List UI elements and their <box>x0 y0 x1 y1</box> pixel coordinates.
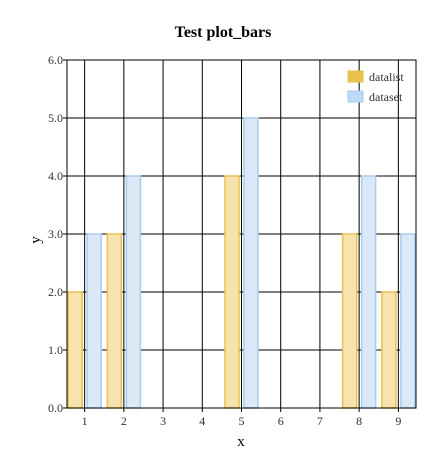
y-tick-label: 0.0 <box>48 401 63 415</box>
x-tick-label: 7 <box>317 414 323 428</box>
y-tick-label: 2.0 <box>48 285 63 299</box>
bars <box>67 117 416 409</box>
x-tick-label: 4 <box>199 414 205 428</box>
x-tick-label: 2 <box>121 414 127 428</box>
x-tick-label: 9 <box>395 414 401 428</box>
legend-label-dataset: dataset <box>369 90 403 104</box>
y-tick-label: 1.0 <box>48 343 63 357</box>
bar-dataset <box>125 175 142 409</box>
y-tick-label: 4.0 <box>48 169 63 183</box>
y-tick-label: 5.0 <box>48 111 63 125</box>
legend: datalist dataset <box>347 70 404 104</box>
y-axis-label: y <box>28 236 44 244</box>
x-tick-label: 1 <box>82 414 88 428</box>
legend-label-datalist: datalist <box>369 70 404 84</box>
bar-dataset <box>86 233 102 409</box>
x-axis-ticks: 1 2 3 4 5 6 7 8 9 <box>82 408 401 428</box>
y-tick-label: 6.0 <box>48 53 63 67</box>
x-tick-label: 6 <box>278 414 284 428</box>
y-tick-label: 3.0 <box>48 227 63 241</box>
x-tick-label: 5 <box>239 414 245 428</box>
bar-datalist <box>381 291 397 409</box>
bar-datalist <box>224 175 240 409</box>
y-axis-ticks: 0.0 1.0 2.0 3.0 4.0 5.0 6.0 <box>48 53 67 415</box>
grid <box>67 59 416 409</box>
bar-datalist <box>341 233 358 409</box>
legend-swatch-datalist <box>347 70 364 83</box>
x-tick-label: 3 <box>160 414 166 428</box>
legend-swatch-dataset <box>347 90 364 103</box>
bar-datalist <box>67 291 83 409</box>
chart-title: Test plot_bars <box>175 24 272 41</box>
x-tick-label: 8 <box>356 414 362 428</box>
bar-dataset <box>400 233 416 409</box>
bar-datalist <box>106 233 123 409</box>
bar-dataset <box>360 175 377 409</box>
x-axis-label: x <box>237 434 245 450</box>
bar-dataset <box>243 117 259 409</box>
